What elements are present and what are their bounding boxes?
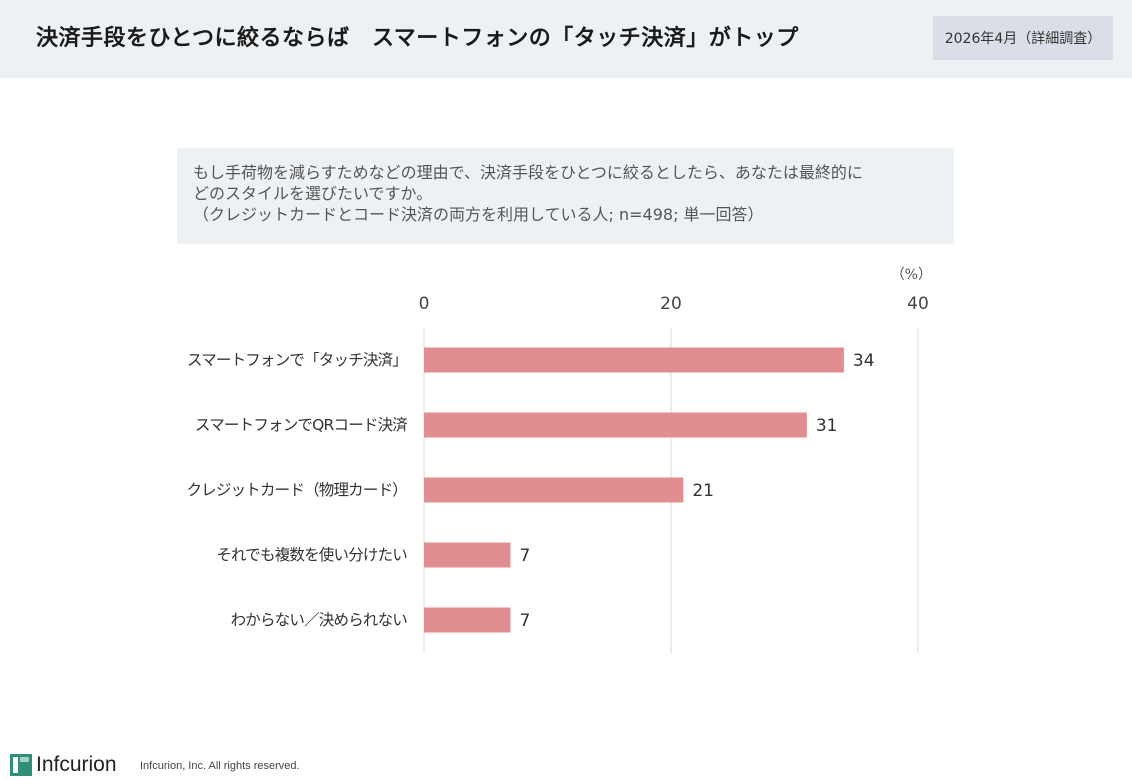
unit-label: （%） (891, 267, 932, 283)
logo-mark-icon (10, 754, 32, 776)
question-line-2: どのスタイルを選びたいですか。 (193, 184, 433, 203)
question-line-3: （クレジットカードとコード決済の両方を利用している人; n=498; 単一回答） (193, 205, 764, 224)
company-logo: Infcurion (10, 752, 117, 778)
logo-text: Infcurion (36, 753, 117, 776)
bar (424, 412, 807, 438)
date-badge: 2026年4月（詳細調査） (933, 16, 1113, 60)
header-bar: 決済手段をひとつに絞るならば スマートフォンの「タッチ決済」がトップ 2026年… (0, 0, 1132, 78)
question-line-1: もし手荷物を減らすためなどの理由で、決済手段をひとつに絞るとしたら、あなたは最終… (193, 163, 863, 182)
data-label: 31 (816, 416, 838, 436)
bar (424, 542, 511, 568)
bar (424, 347, 844, 373)
bar (424, 477, 684, 503)
category-label: スマートフォンでQRコード決済 (195, 416, 407, 434)
category-label: それでも複数を使い分けたい (216, 546, 407, 564)
x-tick-label: 40 (907, 294, 929, 314)
category-label: スマートフォンで「タッチ決済」 (187, 351, 407, 369)
copyright: Infcurion, Inc. All rights reserved. (140, 760, 300, 772)
category-label: クレジットカード（物理カード） (186, 481, 407, 499)
page-title: 決済手段をひとつに絞るならば スマートフォンの「タッチ決済」がトップ (36, 26, 799, 51)
data-label: 21 (692, 481, 714, 501)
data-label: 7 (519, 611, 530, 631)
data-label: 7 (519, 546, 530, 566)
x-tick-label: 20 (660, 294, 682, 314)
question-box: もし手荷物を減らすためなどの理由で、決済手段をひとつに絞るとしたら、あなたは最終… (177, 148, 954, 244)
bar (424, 607, 511, 633)
x-tick-label: 0 (419, 294, 430, 314)
category-label: わからない／決められない (231, 611, 408, 629)
data-label: 34 (853, 351, 875, 371)
